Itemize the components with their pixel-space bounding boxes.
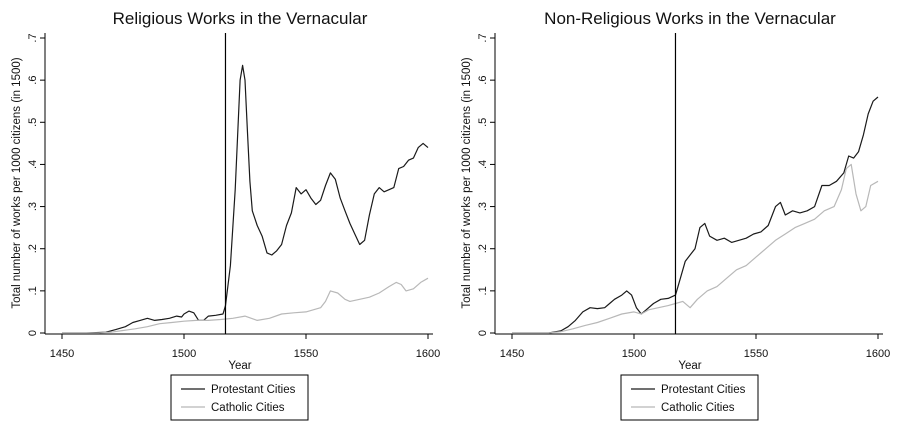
y-tick-label: 0 [477,330,489,336]
x-tick-label: 1450 [500,348,524,360]
y-tick-label: .7 [27,33,39,42]
x-axis-label: Year [678,360,701,372]
x-tick-label: 1600 [416,348,440,360]
y-tick-label: .5 [27,118,39,127]
y-tick-label: .3 [27,202,39,211]
chart-title: Non-Religious Works in the Vernacular [544,9,836,28]
x-axis-label: Year [228,360,251,372]
y-tick-label: .4 [27,160,39,169]
chart-title: Religious Works in the Vernacular [113,9,368,28]
y-tick-label: .1 [27,286,39,295]
y-tick-label: .6 [27,76,39,85]
non-religious-works-chart: Non-Religious Works in the Vernacular 0 .1… [461,9,890,421]
legend-box [170,374,309,421]
y-tick-label: .2 [27,244,39,253]
legend-label: Protestant Cities [211,384,296,396]
x-tick-label: 1500 [622,348,646,360]
x-tick-label: 1500 [172,348,196,360]
legend-box [620,374,759,421]
x-tick-label: 1550 [744,348,768,360]
y-axis-label: Total number of works per 1000 citizens … [11,57,23,308]
legend-label: Catholic Cities [211,402,285,414]
y-tick-label: .2 [477,244,489,253]
y-tick-label: 0 [27,330,39,336]
x-tick-label: 1450 [50,348,74,360]
religious-works-chart: Religious Works in the Vernacular 0 .1 .2 .3… [11,9,440,421]
y-tick-label: .6 [477,76,489,85]
series-line-protestant [62,64,429,334]
y-tick-label: .7 [477,33,489,42]
series-line-catholic [512,163,879,334]
series-line-protestant [512,96,879,334]
x-tick-label: 1550 [294,348,318,360]
y-axis-label: Total number of works per 1000 citizens … [461,57,473,308]
x-tick-label: 1600 [866,348,890,360]
series-line-catholic [62,277,429,334]
legend-label: Catholic Cities [661,402,735,414]
y-tick-label: .3 [477,202,489,211]
y-tick-label: .1 [477,286,489,295]
y-tick-label: .4 [477,160,489,169]
legend-label: Protestant Cities [661,384,746,396]
y-tick-label: .5 [477,118,489,127]
